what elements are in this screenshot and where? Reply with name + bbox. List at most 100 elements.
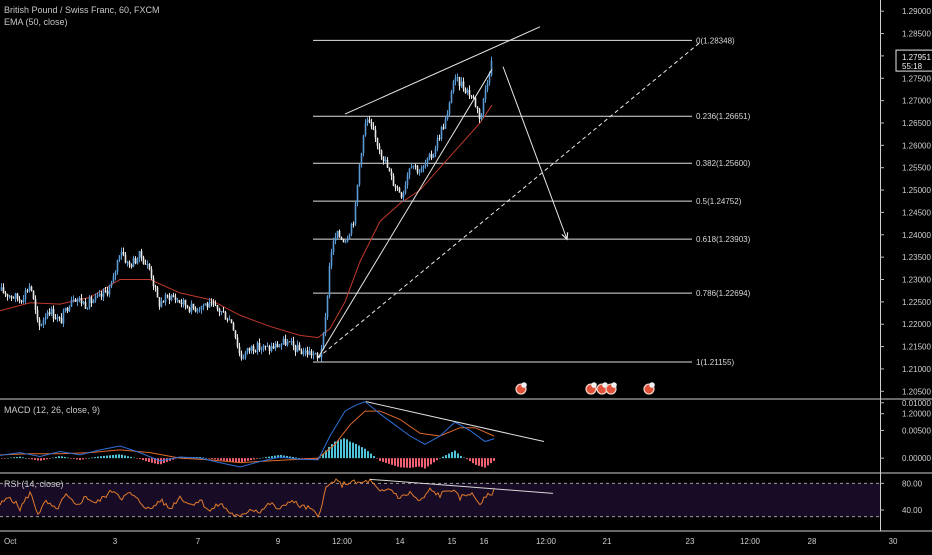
candle-body bbox=[108, 286, 111, 295]
candle-body bbox=[130, 264, 133, 267]
candle-body bbox=[318, 357, 321, 359]
candle-body bbox=[32, 290, 35, 299]
candle-body bbox=[160, 301, 163, 307]
macd-histogram-bar bbox=[241, 458, 243, 463]
macd-histogram-bar bbox=[472, 458, 474, 464]
candle-body bbox=[2, 287, 5, 294]
candle-body bbox=[250, 346, 253, 351]
time-tick-label: 21 bbox=[603, 537, 612, 546]
macd-histogram-bar bbox=[7, 457, 9, 459]
price-tick-label: 1.24500 bbox=[902, 208, 931, 217]
macd-histogram-bar bbox=[343, 438, 345, 459]
macd-histogram-bar bbox=[208, 458, 210, 459]
candle-body bbox=[140, 251, 143, 258]
macd-histogram-bar bbox=[151, 458, 153, 463]
candle-body bbox=[230, 319, 233, 323]
candle-body bbox=[232, 322, 235, 331]
macd-histogram-bar bbox=[406, 458, 408, 468]
symbol-title[interactable]: British Pound / Swiss Franc, 60, FXCM bbox=[4, 5, 160, 15]
macd-histogram-bar bbox=[226, 458, 228, 461]
candle-body bbox=[280, 343, 283, 346]
macd-histogram-bar bbox=[421, 458, 423, 468]
event-markers-layer[interactable] bbox=[515, 382, 655, 395]
time-axis[interactable]: Oct 3 7 9 12:00 14 15 16 12:00 21 23 12:00 28 30 bbox=[4, 537, 898, 546]
candle-body bbox=[282, 338, 285, 344]
macd-histogram-bar bbox=[412, 458, 414, 468]
macd-histogram-bar bbox=[238, 458, 240, 463]
price-tick-label: 1.20000 bbox=[902, 410, 931, 419]
macd-histogram-bar bbox=[34, 458, 36, 460]
macd-histogram-bar bbox=[328, 446, 330, 459]
candle-body bbox=[302, 352, 305, 355]
candle-body bbox=[106, 290, 109, 295]
macd-histogram-bar bbox=[1, 458, 3, 459]
price-tick-label: 1.28500 bbox=[902, 30, 931, 39]
rsi-legend[interactable]: RSI (14, close) bbox=[4, 479, 64, 489]
candle-body bbox=[440, 127, 443, 139]
candle-body bbox=[352, 223, 355, 225]
macd-histogram-bar bbox=[433, 458, 435, 463]
macd-histogram-bar bbox=[106, 455, 108, 459]
candle-body bbox=[46, 312, 49, 318]
trend-lines-layer[interactable] bbox=[317, 26, 701, 359]
candle-body bbox=[274, 343, 277, 349]
macd-histogram-bar bbox=[37, 458, 39, 461]
candle-body bbox=[182, 299, 185, 305]
macd-histogram-bar bbox=[292, 456, 294, 459]
price-tick-label: 1.21000 bbox=[902, 365, 931, 374]
candle-body bbox=[326, 296, 329, 317]
macd-histogram-bar bbox=[466, 458, 468, 460]
candle-body bbox=[330, 252, 333, 266]
macd-histogram-bar bbox=[376, 458, 378, 459]
macd-histogram-bar bbox=[301, 458, 303, 459]
macd-histogram-bar bbox=[490, 458, 492, 464]
candle-body bbox=[170, 295, 173, 301]
candles-layer bbox=[0, 56, 493, 362]
macd-legend[interactable]: MACD (12, 26, close, 9) bbox=[4, 405, 101, 415]
candle-body bbox=[362, 135, 365, 154]
candle-body bbox=[26, 290, 29, 292]
rsi-tick-label: 40.00 bbox=[902, 506, 923, 515]
macd-histogram-bar bbox=[295, 457, 297, 459]
macd-histogram-bar bbox=[172, 458, 174, 460]
macd-histogram-bar bbox=[64, 456, 66, 459]
macd-histogram-bar bbox=[211, 458, 213, 459]
macd-histogram-bar bbox=[358, 445, 360, 459]
price-axis[interactable]: 1.290001.285001.280001.275001.270001.265… bbox=[880, 7, 932, 515]
macd-histogram-bar bbox=[235, 458, 237, 463]
candle-body bbox=[464, 88, 467, 93]
candle-body bbox=[244, 352, 247, 358]
candle-body bbox=[190, 303, 193, 312]
price-tick-label: 1.29000 bbox=[902, 7, 931, 16]
candle-body bbox=[346, 238, 349, 242]
candle-body bbox=[468, 89, 471, 96]
fib-retracement[interactable]: 0(1.28348) 0.236(1.26651) 0.382(1.25600) 0.… bbox=[313, 36, 751, 367]
macd-histogram-bar bbox=[268, 456, 270, 459]
candle-body bbox=[292, 341, 295, 346]
candle-body bbox=[470, 95, 473, 97]
rsi-band-layer bbox=[0, 482, 880, 518]
macd-histogram-bar bbox=[427, 458, 429, 467]
candle-body bbox=[268, 346, 271, 351]
macd-histogram-bar bbox=[85, 458, 87, 459]
price-tick-label: 1.26500 bbox=[902, 119, 931, 128]
macd-histogram-bar bbox=[217, 458, 219, 460]
ema-legend[interactable]: EMA (50, close) bbox=[4, 17, 68, 27]
macd-histogram-bar bbox=[103, 455, 105, 459]
candle-body bbox=[216, 304, 219, 309]
macd-histogram-bar bbox=[52, 457, 54, 459]
candle-body bbox=[412, 165, 415, 167]
candle-body bbox=[474, 97, 477, 107]
candle-body bbox=[424, 163, 427, 166]
trend-line bbox=[317, 69, 493, 359]
time-tick-label: 14 bbox=[396, 537, 405, 546]
candle-body bbox=[372, 126, 375, 130]
candle-body bbox=[150, 269, 153, 278]
candle-body bbox=[68, 306, 71, 312]
candle-body bbox=[444, 119, 447, 129]
macd-histogram-bar bbox=[130, 456, 132, 459]
event-count-dot bbox=[649, 382, 655, 388]
macd-histogram-bar bbox=[481, 458, 483, 467]
